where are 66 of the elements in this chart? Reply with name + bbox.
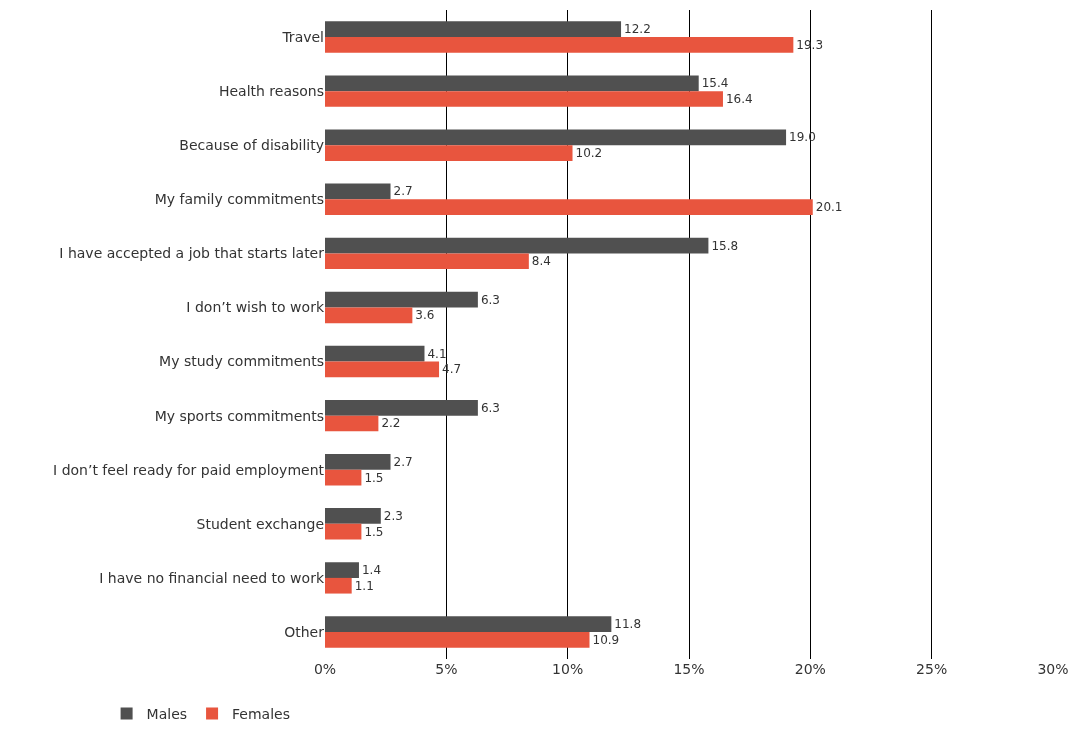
y-tick-label: Health reasons <box>218 83 324 100</box>
bar <box>325 291 478 308</box>
bar <box>325 616 612 632</box>
bar <box>325 21 622 38</box>
data-label: 2.7 <box>393 454 413 469</box>
data-label: 8.4 <box>531 254 551 269</box>
bar <box>325 577 352 594</box>
data-label: 2.7 <box>393 184 413 199</box>
x-tick-label: 25% <box>916 661 948 677</box>
bar <box>325 361 440 378</box>
bar <box>325 508 381 524</box>
bar <box>325 129 787 146</box>
bar <box>325 183 391 200</box>
data-label: 15.8 <box>711 238 739 253</box>
data-label: 12.2 <box>624 22 651 37</box>
bar <box>325 399 478 416</box>
x-tick-label: 0% <box>313 661 337 677</box>
y-tick-label: I have accepted a job that starts later <box>59 245 325 262</box>
bar <box>325 237 709 254</box>
data-label: 16.4 <box>725 91 753 106</box>
y-tick-label: Travel <box>281 28 324 45</box>
bar <box>325 253 529 270</box>
y-tick-label: Because of disability <box>179 137 324 154</box>
x-tick-label: 20% <box>794 661 826 677</box>
y-tick-label: My family commitments <box>154 191 324 208</box>
y-tick-label: Student exchange <box>196 515 324 532</box>
bar <box>325 307 413 324</box>
bar <box>325 145 573 161</box>
legend-label: Males <box>146 706 188 722</box>
data-label: 6.3 <box>480 400 500 415</box>
bar <box>325 631 590 648</box>
data-label: 20.1 <box>815 200 843 215</box>
data-label: 1.5 <box>364 470 384 485</box>
y-tick-label: My study commitments <box>159 353 324 370</box>
bar <box>325 91 723 107</box>
data-label: 4.1 <box>427 346 447 361</box>
data-label: 6.3 <box>480 292 500 307</box>
x-tick-label: 30% <box>1037 661 1069 677</box>
bar <box>325 469 362 486</box>
y-tick-label: I don’t wish to work <box>186 299 325 316</box>
data-label: 2.3 <box>383 508 403 523</box>
bar <box>325 345 425 362</box>
y-tick-label: My sports commitments <box>154 407 324 424</box>
bar <box>325 562 359 578</box>
y-tick-label: I don’t feel ready for paid employment <box>53 461 325 478</box>
data-label: 3.6 <box>415 308 435 323</box>
legend-label: Females <box>232 706 290 722</box>
data-label: 10.2 <box>575 146 603 161</box>
y-tick-label: Other <box>284 623 325 640</box>
bar <box>325 415 379 432</box>
data-label: 1.4 <box>361 563 382 578</box>
bar <box>325 75 699 92</box>
data-label: 1.5 <box>364 524 384 539</box>
bar <box>325 454 391 470</box>
bar <box>325 523 362 540</box>
x-tick-label: 5% <box>435 661 458 677</box>
data-label: 15.4 <box>701 76 729 91</box>
bar <box>325 37 794 53</box>
data-label: 10.9 <box>592 632 620 647</box>
data-label: 2.2 <box>381 416 401 431</box>
x-tick-label: 10% <box>552 661 584 677</box>
data-label: 11.8 <box>614 617 642 632</box>
y-tick-label: I have no financial need to work <box>99 569 325 586</box>
data-label: 1.1 <box>354 578 374 593</box>
x-tick-label: 15% <box>673 661 705 677</box>
bar <box>325 199 813 215</box>
